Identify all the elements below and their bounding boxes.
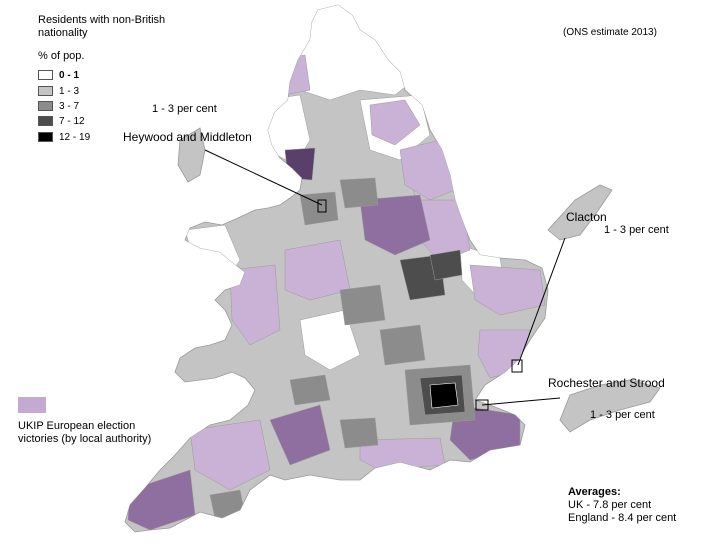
- region-peterborough: [429, 249, 463, 281]
- ukip-norfolk: [469, 264, 546, 316]
- ukip-somerset: [269, 404, 331, 466]
- legend-title: Residents with non-British nationality: [38, 14, 166, 39]
- ukip-legend-swatch: [18, 397, 46, 413]
- rochester-marker: [475, 399, 489, 411]
- region-london-core: [429, 382, 459, 409]
- region-plymouth: [209, 489, 246, 519]
- heywood-marker: [317, 199, 327, 213]
- region-bristol: [289, 374, 331, 406]
- legend-row-2: 3 - 7: [38, 100, 79, 112]
- legend-row-1: 1 - 3: [38, 85, 79, 97]
- legend-row-4: 12 - 19: [38, 131, 90, 143]
- clacton-leader: [517, 237, 566, 366]
- legend-row-0: 0 - 1: [38, 69, 79, 81]
- clacton-inset: [547, 184, 613, 241]
- region-oxford: [379, 324, 426, 366]
- region-manchester: [299, 191, 339, 226]
- rochester-name: Rochester and Strood: [548, 376, 665, 390]
- legend-label: 7 - 12: [59, 115, 85, 127]
- ukip-east-midlands: [359, 194, 431, 256]
- ukip-midlands: [284, 239, 351, 301]
- averages-title: Averages:: [568, 486, 621, 498]
- legend-swatch: [38, 116, 53, 126]
- averages-england: England - 8.4 per cent: [568, 512, 677, 524]
- legend-label: 0 - 1: [59, 69, 80, 81]
- legend-swatch: [38, 101, 53, 111]
- averages-uk: UK - 7.8 per cent: [568, 499, 652, 511]
- heywood-inset: [177, 127, 206, 183]
- ukip-northeast: [369, 99, 421, 146]
- legend-unit-label: % of pop.: [38, 50, 85, 62]
- clacton-marker: [511, 359, 523, 373]
- legend-row-3: 7 - 12: [38, 115, 85, 127]
- region-southampton: [339, 417, 379, 449]
- legend-swatch: [38, 132, 53, 142]
- ukip-wales-west: [229, 264, 281, 346]
- source-note: (ONS estimate 2013): [563, 27, 657, 38]
- legend-swatch: [38, 86, 53, 96]
- ukip-legend-label: UKIP European election victories (by loc…: [18, 420, 152, 445]
- clacton-name: Clacton: [566, 210, 607, 224]
- region-birmingham: [339, 284, 386, 326]
- rochester-inset: [559, 379, 661, 433]
- legend-label: 12 - 19: [59, 131, 91, 143]
- heywood-name: Heywood and Middleton: [123, 130, 252, 144]
- ukip-cornwall: [127, 469, 196, 531]
- ukip-devon: [189, 419, 271, 491]
- heywood-value: 1 - 3 per cent: [152, 103, 217, 115]
- heywood-leader: [204, 149, 323, 206]
- ukip-lancs: [284, 147, 316, 181]
- clacton-value: 1 - 3 per cent: [604, 224, 669, 236]
- rochester-value: 1 - 3 per cent: [590, 409, 655, 421]
- region-leeds: [339, 177, 379, 209]
- ukip-yorkshire-coast: [399, 139, 456, 201]
- rochester-leader: [481, 397, 561, 406]
- region-north-white: [299, 5, 421, 101]
- legend-swatch: [38, 70, 53, 80]
- legend-label: 3 - 7: [59, 100, 80, 112]
- legend-label: 1 - 3: [59, 85, 80, 97]
